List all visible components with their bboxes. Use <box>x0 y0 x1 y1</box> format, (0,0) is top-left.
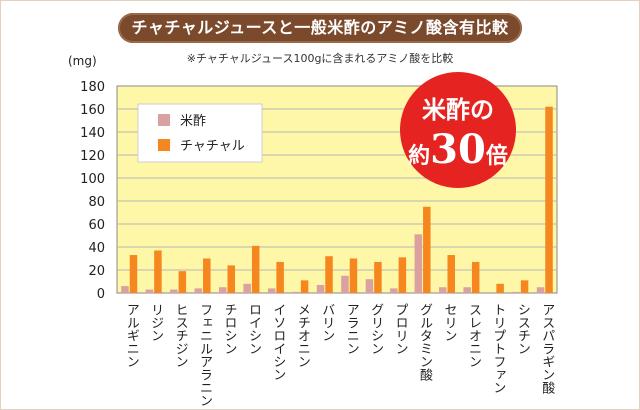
x-tick-label: メチオニン <box>295 303 310 368</box>
x-tick-label: フェニルアラニン <box>197 303 212 407</box>
legend-label-chachar: チャチャル <box>180 139 245 154</box>
x-tick-label: トリプトファン <box>490 303 505 394</box>
bar-chachar <box>325 256 333 293</box>
bar-chachar <box>520 280 529 293</box>
bar-chachar <box>129 255 138 293</box>
x-tick-label: イソロイシン <box>270 303 285 381</box>
bar-rice-vinegar <box>439 287 447 293</box>
bar-chachar <box>154 250 162 293</box>
bar-rice-vinegar <box>145 289 154 293</box>
x-tick-label: グルタミン酸 <box>417 303 433 381</box>
bar-rice-vinegar <box>121 286 129 293</box>
badge-number: 30 <box>430 126 486 173</box>
legend-swatch-rice-vinegar <box>158 114 170 126</box>
bar-chachar <box>300 280 309 293</box>
x-tick-label: スレオニン <box>466 303 481 368</box>
bar-chachar <box>227 265 235 293</box>
badge-circle <box>400 72 516 188</box>
bar-chachar <box>496 283 504 293</box>
badge-line1: 米酢の <box>422 95 494 124</box>
bar-rice-vinegar <box>194 288 203 293</box>
y-tick-label: 20 <box>88 264 105 279</box>
legend-label-rice-vinegar: 米酢 <box>180 114 206 129</box>
y-axis-ticks: 0 20 40 60 80 100 120 140 160 180 <box>80 80 105 302</box>
bar-chachar <box>447 255 455 293</box>
y-tick-label: 180 <box>80 80 105 95</box>
bar-rice-vinegar <box>267 288 276 293</box>
x-tick-label: シスチン <box>515 303 530 355</box>
x-tick-label: プロリン <box>393 303 408 355</box>
y-tick-label: 0 <box>97 287 105 302</box>
y-axis-unit: (mg) <box>68 54 97 68</box>
callout-badge: 米酢の 約30倍 <box>400 72 516 188</box>
x-tick-label: ヒスチジン <box>173 303 188 368</box>
legend: 米酢 チャチャル <box>137 103 263 163</box>
bar-rice-vinegar <box>414 234 423 293</box>
x-tick-label: リジン <box>148 303 163 342</box>
bar-rice-vinegar <box>463 287 471 293</box>
x-tick-label: チロシン <box>222 303 237 355</box>
chart-subtitle: ※チャチャルジュース100gに含まれるアミノ酸を比較 <box>186 52 454 65</box>
x-tick-label: ロイシン <box>246 303 261 355</box>
bar-rice-vinegar <box>341 275 349 293</box>
y-tick-label: 60 <box>88 218 105 233</box>
badge-prefix: 約 <box>408 143 430 169</box>
y-tick-label: 140 <box>80 126 105 141</box>
bar-chachar <box>398 257 407 293</box>
bar-rice-vinegar <box>316 284 325 293</box>
bar-chachar <box>251 245 260 293</box>
x-tick-label: アラニン <box>344 303 359 355</box>
x-tick-label: バリン <box>319 303 335 342</box>
bar-rice-vinegar <box>243 283 251 293</box>
badge-line2: 約30倍 <box>408 126 508 173</box>
bar-chachar <box>178 271 187 293</box>
bar-chachar <box>374 261 382 293</box>
title-banner: チャチャルジュースと一般米酢のアミノ酸含有比較 <box>118 13 522 43</box>
legend-swatch-chachar <box>158 139 170 151</box>
x-axis-labels: アルギニン リジン ヒスチジン フェニルアラニン チロシン ロイシン イソロイシン メチオニン… <box>124 303 555 407</box>
x-tick-label: アスパラギン酸 <box>539 303 555 394</box>
y-tick-label: 120 <box>80 149 105 164</box>
bar-rice-vinegar <box>390 288 398 293</box>
bar-rice-vinegar <box>365 279 374 293</box>
y-tick-label: 100 <box>80 172 105 187</box>
bar-chachar <box>423 206 431 293</box>
bar-chachar <box>203 258 211 293</box>
bar-chachar <box>471 261 480 293</box>
y-tick-label: 80 <box>88 195 105 210</box>
bars <box>121 106 553 293</box>
x-tick-label: グリシン <box>368 303 384 355</box>
bar-rice-vinegar <box>536 287 545 293</box>
badge-suffix: 倍 <box>486 143 508 169</box>
bar-chachar <box>545 106 553 293</box>
y-tick-label: 40 <box>88 241 105 256</box>
bar-rice-vinegar <box>292 291 300 293</box>
y-tick-label: 160 <box>80 103 105 118</box>
bar-rice-vinegar <box>219 287 227 293</box>
x-tick-label: アルギニン <box>124 303 139 368</box>
bar-chachar <box>349 258 358 293</box>
legend-box <box>137 103 263 163</box>
bar-rice-vinegar <box>512 291 520 293</box>
bar-chachar <box>276 261 284 293</box>
chart-title: チャチャルジュースと一般米酢のアミノ酸含有比較 <box>131 18 509 37</box>
x-tick-label: セリン <box>442 303 458 342</box>
bar-rice-vinegar <box>170 289 178 293</box>
